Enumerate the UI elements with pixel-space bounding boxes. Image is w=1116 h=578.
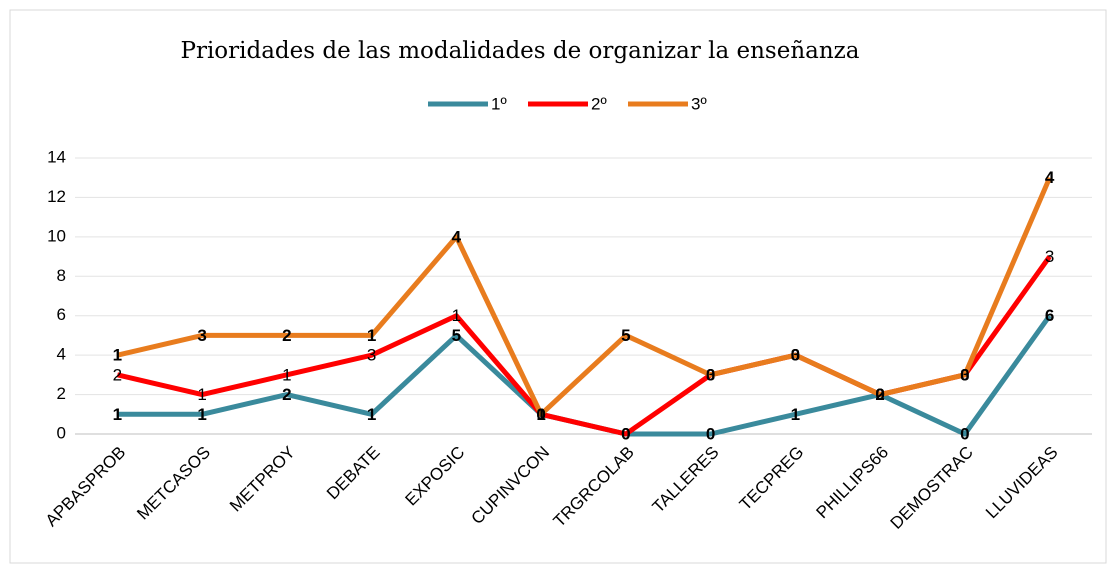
legend-label: 1º — [491, 94, 507, 113]
data-label: 0 — [791, 346, 800, 365]
data-label: 0 — [536, 405, 545, 424]
data-label: 1 — [282, 365, 291, 384]
data-label: 1 — [452, 306, 461, 325]
data-label: 1 — [536, 405, 545, 424]
data-label: 0 — [621, 424, 630, 443]
y-tick-label: 6 — [57, 305, 66, 324]
data-label: 6 — [1045, 306, 1054, 325]
data-label: 0 — [706, 424, 715, 443]
data-label: 3 — [197, 326, 206, 345]
data-label: 1 — [791, 405, 800, 424]
data-label: 0 — [875, 385, 884, 404]
y-tick-label: 14 — [47, 147, 66, 166]
y-tick-label: 2 — [57, 384, 66, 403]
y-tick-label: 10 — [47, 226, 66, 245]
data-label: 0 — [536, 405, 545, 424]
chart-title: Prioridades de las modalidades de organi… — [180, 38, 859, 64]
data-label: 1 — [113, 405, 122, 424]
data-label: 1 — [113, 346, 122, 365]
legend-label: 2º — [591, 94, 607, 113]
data-label: 1 — [197, 385, 206, 404]
data-label: 3 — [960, 365, 969, 384]
y-tick-label: 12 — [47, 187, 66, 206]
data-label: 3 — [367, 346, 376, 365]
data-label: 3 — [1045, 247, 1054, 266]
data-label: 0 — [706, 365, 715, 384]
data-label: 4 — [1045, 168, 1055, 187]
data-label: 1 — [197, 405, 206, 424]
y-tick-label: 8 — [57, 266, 66, 285]
data-label: 2 — [113, 365, 122, 384]
data-label: 0 — [621, 424, 630, 443]
y-tick-label: 0 — [57, 423, 66, 442]
data-label: 0 — [960, 424, 969, 443]
data-label: 5 — [452, 326, 461, 345]
data-label: 0 — [875, 385, 884, 404]
data-label: 3 — [791, 346, 800, 365]
legend-label: 3º — [691, 94, 707, 113]
data-label: 2 — [282, 326, 291, 345]
series-line — [116, 176, 1052, 417]
data-label: 4 — [452, 227, 462, 246]
legend: 1º 2º 3º — [428, 94, 707, 113]
data-label: 1 — [367, 405, 376, 424]
data-label: 2 — [282, 385, 291, 404]
data-label: 2 — [875, 385, 884, 404]
y-tick-label: 4 — [57, 345, 66, 364]
data-label: 1 — [367, 326, 376, 345]
data-label: 3 — [706, 365, 715, 384]
data-label: 5 — [621, 326, 630, 345]
data-label: 0 — [960, 365, 969, 384]
